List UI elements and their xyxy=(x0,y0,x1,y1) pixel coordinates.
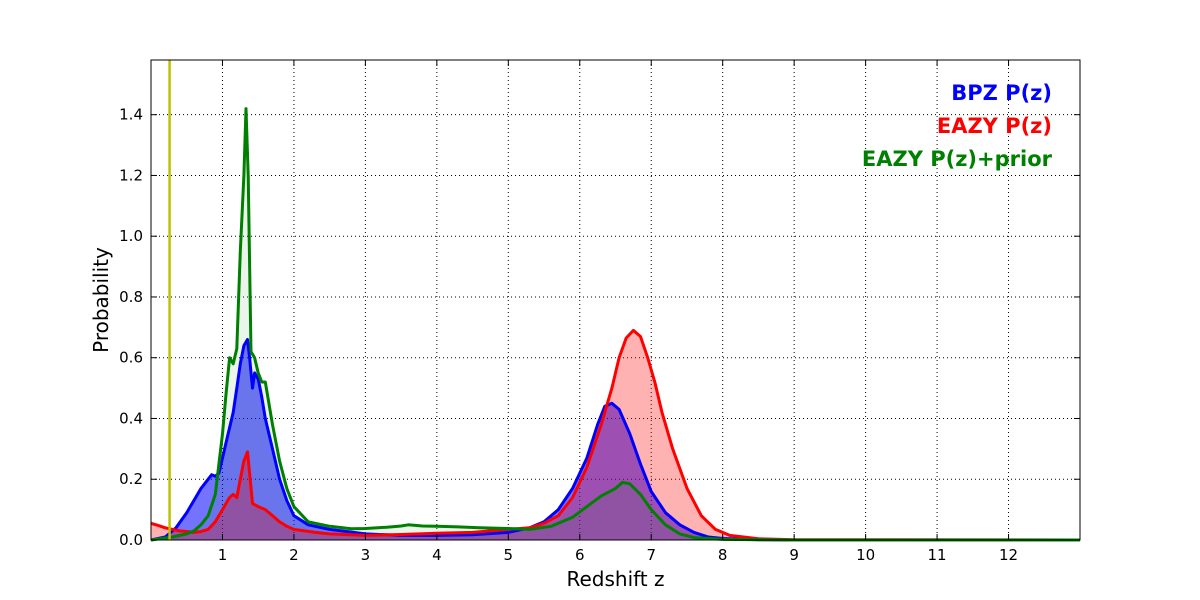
series-fill-0 xyxy=(151,339,1080,540)
x-tick-label: 6 xyxy=(575,546,585,564)
y-tick-label: 0.4 xyxy=(119,409,143,427)
x-tick-label: 2 xyxy=(289,546,299,564)
x-tick-label: 9 xyxy=(789,546,799,564)
x-tick-label: 1 xyxy=(218,546,228,564)
x-tick-label: 4 xyxy=(432,546,442,564)
series-fill-2 xyxy=(151,108,1080,540)
axis-ticks: 1 2 3 4 5 6 7 8 9 10 11 120.00.20.40.60.81.01.21.4 xyxy=(119,60,1080,564)
y-tick-label: 1.2 xyxy=(119,166,143,184)
legend-entry-0: BPZ P(z) xyxy=(951,81,1052,105)
x-axis-label: Redshift z xyxy=(566,567,664,591)
x-tick-label: 10 xyxy=(856,546,875,564)
legend-entry-2: EAZY P(z)+prior xyxy=(862,147,1053,171)
grid-lines xyxy=(151,60,1080,541)
x-tick-label: 12 xyxy=(999,546,1018,564)
y-tick-label: 0.8 xyxy=(119,288,143,306)
y-tick-label: 0.2 xyxy=(119,470,143,488)
legend: BPZ P(z) EAZY P(z) EAZY P(z)+prior xyxy=(862,81,1053,171)
y-tick-label: 0.6 xyxy=(119,349,143,367)
x-tick-label: 3 xyxy=(361,546,371,564)
legend-entry-1: EAZY P(z) xyxy=(937,114,1052,138)
x-tick-label: 7 xyxy=(646,546,656,564)
y-tick-label: 0.0 xyxy=(119,531,143,549)
series-line-1 xyxy=(150,328,1081,542)
series-fill-1 xyxy=(151,330,1080,540)
x-tick-label: 8 xyxy=(718,546,728,564)
y-tick-label: 1.0 xyxy=(119,227,143,245)
series-lines xyxy=(150,107,1081,542)
series-fills xyxy=(151,108,1080,540)
series-line-2 xyxy=(150,107,1080,542)
y-axis-label: Probability xyxy=(89,247,113,353)
x-tick-label: 11 xyxy=(928,546,947,564)
y-tick-label: 1.4 xyxy=(119,106,143,124)
x-tick-label: 5 xyxy=(504,546,514,564)
plot-frame xyxy=(150,59,1081,541)
